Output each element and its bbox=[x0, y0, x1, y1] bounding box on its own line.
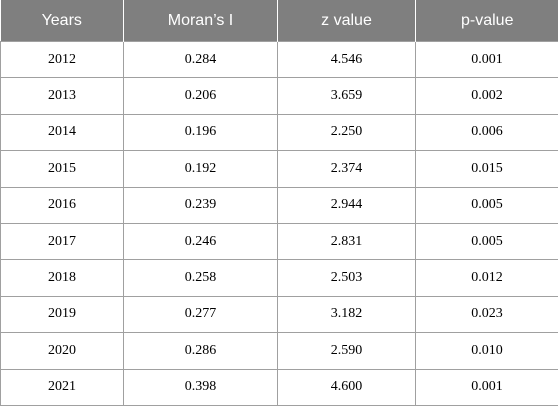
table-body: 2012 0.284 4.546 0.001 2013 0.206 3.659 0.002 20… bbox=[0, 40, 558, 406]
cell-year: 2020 bbox=[0, 332, 124, 370]
cell-z-value: 2.503 bbox=[277, 259, 416, 297]
cell-z-value: 2.831 bbox=[277, 222, 416, 261]
table-row: 2020 0.286 2.590 0.010 bbox=[0, 332, 558, 370]
table-row: 2017 0.246 2.831 0.005 bbox=[0, 222, 558, 261]
cell-year: 2021 bbox=[0, 368, 124, 406]
cell-morans-i: 0.206 bbox=[123, 77, 278, 115]
table-row: 2015 0.192 2.374 0.015 bbox=[0, 150, 558, 188]
cell-z-value: 2.944 bbox=[277, 186, 416, 224]
cell-p-value: 0.015 bbox=[415, 150, 558, 188]
cell-p-value: 0.010 bbox=[415, 332, 558, 370]
cell-morans-i: 0.196 bbox=[123, 113, 278, 152]
cell-morans-i: 0.258 bbox=[123, 259, 278, 297]
cell-year: 2016 bbox=[0, 186, 124, 224]
cell-morans-i: 0.398 bbox=[123, 368, 278, 406]
cell-year: 2012 bbox=[0, 40, 124, 79]
cell-morans-i: 0.192 bbox=[123, 150, 278, 188]
cell-p-value: 0.001 bbox=[415, 368, 558, 406]
table-row: 2021 0.398 4.600 0.001 bbox=[0, 368, 558, 406]
cell-year: 2017 bbox=[0, 222, 124, 261]
header-years: Years bbox=[0, 0, 124, 42]
cell-z-value: 4.546 bbox=[277, 40, 416, 79]
cell-p-value: 0.005 bbox=[415, 186, 558, 224]
table-row: 2013 0.206 3.659 0.002 bbox=[0, 77, 558, 115]
cell-z-value: 2.590 bbox=[277, 332, 416, 370]
cell-year: 2014 bbox=[0, 113, 124, 152]
header-row: Years Moran’s I z value p-value bbox=[0, 0, 558, 42]
cell-morans-i: 0.246 bbox=[123, 222, 278, 261]
cell-p-value: 0.006 bbox=[415, 113, 558, 152]
header-morans-i: Moran’s I bbox=[123, 0, 278, 42]
table-row: 2019 0.277 3.182 0.023 bbox=[0, 295, 558, 334]
cell-year: 2013 bbox=[0, 77, 124, 115]
cell-morans-i: 0.277 bbox=[123, 295, 278, 334]
cell-p-value: 0.002 bbox=[415, 77, 558, 115]
table-row: 2014 0.196 2.250 0.006 bbox=[0, 113, 558, 152]
table-row: 2018 0.258 2.503 0.012 bbox=[0, 259, 558, 297]
table-row: 2012 0.284 4.546 0.001 bbox=[0, 40, 558, 79]
cell-z-value: 2.250 bbox=[277, 113, 416, 152]
cell-morans-i: 0.286 bbox=[123, 332, 278, 370]
cell-year: 2018 bbox=[0, 259, 124, 297]
cell-p-value: 0.023 bbox=[415, 295, 558, 334]
cell-morans-i: 0.284 bbox=[123, 40, 278, 79]
cell-z-value: 3.659 bbox=[277, 77, 416, 115]
table-row: 2016 0.239 2.944 0.005 bbox=[0, 186, 558, 224]
cell-morans-i: 0.239 bbox=[123, 186, 278, 224]
cell-year: 2019 bbox=[0, 295, 124, 334]
cell-p-value: 0.005 bbox=[415, 222, 558, 261]
cell-z-value: 2.374 bbox=[277, 150, 416, 188]
table-header: Years Moran’s I z value p-value bbox=[0, 0, 558, 42]
header-z-value: z value bbox=[277, 0, 416, 42]
cell-p-value: 0.001 bbox=[415, 40, 558, 79]
cell-year: 2015 bbox=[0, 150, 124, 188]
header-p-value: p-value bbox=[415, 0, 558, 42]
cell-z-value: 4.600 bbox=[277, 368, 416, 406]
cell-z-value: 3.182 bbox=[277, 295, 416, 334]
cell-p-value: 0.012 bbox=[415, 259, 558, 297]
